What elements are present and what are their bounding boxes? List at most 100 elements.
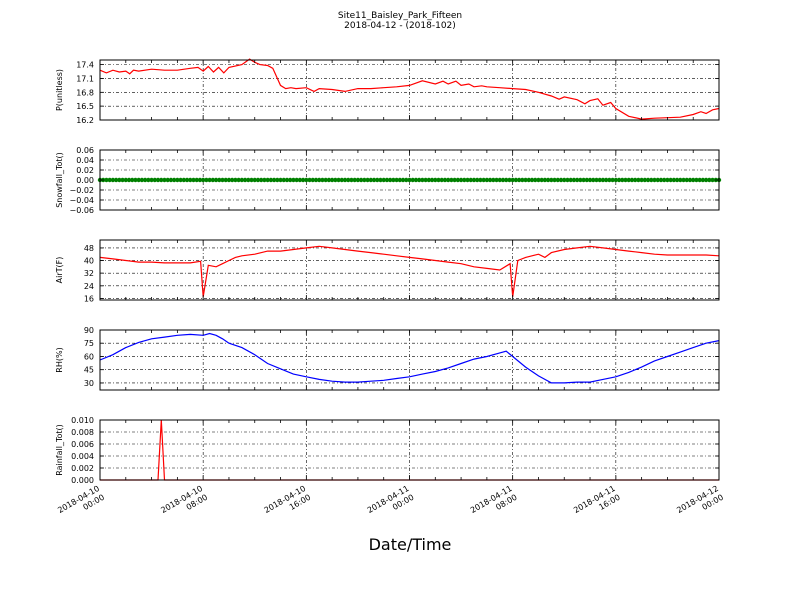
scatter-point <box>123 177 128 183</box>
y-tick-label: 30 <box>84 379 94 388</box>
scatter-point <box>400 177 406 183</box>
scatter-point <box>181 177 187 183</box>
y-tick-label: 48 <box>84 244 94 253</box>
y-tick-label: 90 <box>84 326 94 335</box>
scatter-point <box>587 177 593 183</box>
scatter-point <box>246 177 251 183</box>
scatter-point <box>616 177 622 183</box>
scatter-point <box>510 177 515 183</box>
scatter-point <box>591 177 596 183</box>
scatter-point <box>449 177 454 183</box>
scatter-point <box>381 177 386 183</box>
scatter-point <box>342 177 348 183</box>
scatter-point <box>378 177 383 183</box>
scatter-point <box>178 177 183 183</box>
scatter-point <box>707 177 712 183</box>
y-tick-label: 17.4 <box>76 61 94 70</box>
scatter-point <box>600 177 606 183</box>
scatter-point <box>578 177 583 183</box>
y-axis-label: AirT(F) <box>55 257 64 284</box>
scatter-point <box>352 177 357 183</box>
scatter-point <box>294 177 299 183</box>
scatter-point <box>113 177 119 183</box>
scatter-point <box>200 177 206 183</box>
scatter-point <box>368 177 374 183</box>
scatter-point <box>500 177 506 183</box>
scatter-point <box>236 177 241 183</box>
y-axis-label: RH(%) <box>55 347 64 372</box>
scatter-point <box>371 177 377 183</box>
scatter-point <box>645 177 651 183</box>
scatter-point <box>255 177 261 183</box>
y-tick-label: 32 <box>84 269 94 278</box>
y-tick-label: 0.006 <box>71 440 94 449</box>
scatter-point <box>168 177 174 183</box>
y-tick-label: 0.02 <box>76 166 94 175</box>
scatter-point <box>397 177 403 183</box>
scatter-point <box>307 177 312 183</box>
scatter-point <box>629 177 635 183</box>
scatter-point <box>639 177 644 183</box>
scatter-point <box>339 177 344 183</box>
scatter-point <box>346 177 351 183</box>
scatter-point <box>455 177 461 183</box>
series-line <box>99 332 720 384</box>
scatter-point <box>410 177 415 183</box>
scatter-point <box>323 177 328 183</box>
y-tick-label: 0.000 <box>71 476 94 485</box>
scatter-point <box>475 177 480 183</box>
scatter-point <box>139 177 145 183</box>
scatter-point <box>471 177 477 183</box>
scatter-point <box>542 177 548 183</box>
scatter-point <box>497 177 502 183</box>
scatter-point <box>523 177 528 183</box>
scatter-point <box>288 177 293 183</box>
scatter-point <box>329 177 335 183</box>
scatter-point <box>697 177 702 183</box>
scatter-point <box>133 177 138 183</box>
scatter-point <box>275 177 280 183</box>
scatter-point <box>120 177 125 183</box>
scatter-point <box>310 177 315 183</box>
scatter-point <box>668 177 673 183</box>
scatter-point <box>313 177 319 183</box>
scatter-point <box>162 177 167 183</box>
scatter-point <box>681 177 686 183</box>
scatter-point <box>333 177 338 183</box>
scatter-point <box>533 177 538 183</box>
scatter-point <box>571 177 577 183</box>
scatter-point <box>465 177 470 183</box>
scatter-point <box>684 177 689 183</box>
scatter-point <box>336 177 341 183</box>
scatter-point <box>413 177 419 183</box>
y-tick-label: 17.1 <box>76 74 94 83</box>
scatter-point <box>159 177 164 183</box>
scatter-point <box>304 177 309 183</box>
scatter-point <box>658 177 664 183</box>
scatter-point <box>649 177 654 183</box>
scatter-point <box>317 177 322 183</box>
scatter-point <box>284 177 290 183</box>
y-tick-label: 16.2 <box>76 116 94 125</box>
scatter-point <box>268 177 274 183</box>
x-axis-label: Date/Time <box>369 535 452 554</box>
scatter-point <box>404 177 409 183</box>
scatter-point <box>520 177 525 183</box>
scatter-point <box>191 177 196 183</box>
scatter-point <box>516 177 522 183</box>
scatter-point <box>217 177 222 183</box>
scatter-point <box>694 177 699 183</box>
scatter-point <box>642 177 648 183</box>
y-tick-label: 0.004 <box>71 452 94 461</box>
scatter-point <box>155 177 161 183</box>
scatter-point <box>184 177 190 183</box>
y-tick-label: 75 <box>84 339 94 348</box>
scatter-point <box>613 177 619 183</box>
scatter-point <box>152 177 158 183</box>
scatter-point <box>281 177 286 183</box>
y-tick-label: 0.008 <box>71 428 94 437</box>
scatter-point <box>197 177 203 183</box>
scatter-point <box>207 177 212 183</box>
y-tick-label: 16.5 <box>76 102 94 111</box>
